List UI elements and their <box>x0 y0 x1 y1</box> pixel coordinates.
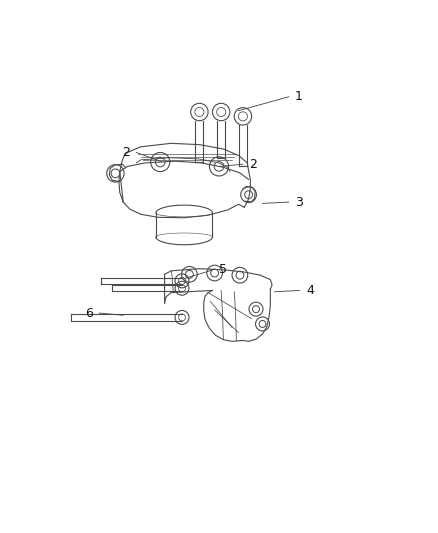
Text: 3: 3 <box>295 196 303 208</box>
Text: 2: 2 <box>122 146 130 159</box>
Text: 1: 1 <box>295 90 303 103</box>
Text: 6: 6 <box>85 306 93 320</box>
Text: 5: 5 <box>219 263 227 277</box>
Text: 2: 2 <box>250 158 258 171</box>
Text: 4: 4 <box>306 284 314 297</box>
